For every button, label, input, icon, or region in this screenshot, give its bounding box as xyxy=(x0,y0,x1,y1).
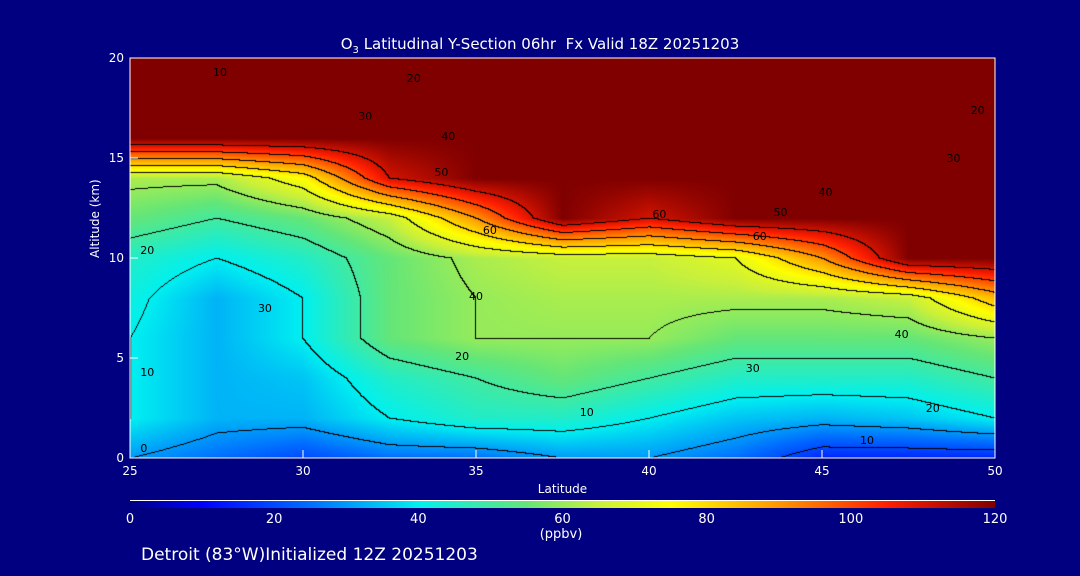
colorbar-units: (ppbv) xyxy=(539,527,583,542)
chart-title: O3 Latitudinal Y-Section 06hr Fx Valid 1… xyxy=(0,35,1080,56)
contour-label: 30 xyxy=(946,152,960,165)
title-subscript: 3 xyxy=(352,45,359,56)
contour-label: 60 xyxy=(753,230,767,243)
y-tick-label: 15 xyxy=(109,151,124,165)
colorbar-tick-label: 80 xyxy=(698,512,715,527)
colorbar-tick-label: 100 xyxy=(838,512,864,527)
contour-label: 10 xyxy=(213,66,227,79)
title-text: Latitudinal Y-Section 06hr Fx Valid 18Z … xyxy=(358,35,740,53)
contour-label: 10 xyxy=(140,366,154,379)
contour-label: 20 xyxy=(407,72,421,85)
contour-label: 40 xyxy=(818,186,832,199)
contour-label: 10 xyxy=(580,406,594,419)
contour-label: 60 xyxy=(483,224,497,237)
contour-label: 20 xyxy=(926,402,940,415)
colorbar-tick-label: 20 xyxy=(265,512,283,527)
contour-label: 0 xyxy=(140,442,147,455)
colorbar-tick-label: 120 xyxy=(982,512,1008,527)
colorbar xyxy=(130,500,995,508)
colorbar-tick-label: 0 xyxy=(125,512,135,527)
contour-label: 30 xyxy=(258,302,272,315)
y-tick-label: 20 xyxy=(109,51,124,65)
x-tick-label: 40 xyxy=(641,464,656,478)
contour-label: 40 xyxy=(895,328,909,341)
title-o: O xyxy=(340,35,353,53)
contour-label: 30 xyxy=(358,110,372,123)
plot-frame xyxy=(129,57,996,459)
ozone-field-heatmap xyxy=(130,58,995,458)
footer-location-init: Detroit (83°W)Initialized 12Z 20251203 xyxy=(141,545,478,565)
contour-label: 50 xyxy=(773,206,787,219)
colorbar-tick-label: 40 xyxy=(410,512,427,527)
x-tick-label: 35 xyxy=(468,464,483,478)
axes: 25 30 35 40 45 50 0 5 10 15 20 10 20 30 40 50 60 60 50 60 40… xyxy=(109,51,1003,478)
x-tick-label: 30 xyxy=(295,464,310,478)
x-tick-label: 25 xyxy=(122,464,137,478)
y-tick-label: 5 xyxy=(116,351,124,365)
contour-label: 40 xyxy=(469,290,483,303)
y-tick-label: 0 xyxy=(116,451,124,465)
x-tick-label: 45 xyxy=(814,464,829,478)
contour-label: 60 xyxy=(652,208,666,221)
contour-label: 10 xyxy=(860,434,874,447)
contour-label: 40 xyxy=(441,130,455,143)
colorbar-tick-label: 60 xyxy=(554,512,571,527)
contour-label: 20 xyxy=(971,104,985,117)
contour-label: 20 xyxy=(140,244,154,257)
plot-area: 25 30 35 40 45 50 0 5 10 15 20 10 20 30 40 50 60 60 50 60 40… xyxy=(109,51,1003,478)
y-tick-label: 10 xyxy=(109,251,124,265)
x-axis-label: Latitude xyxy=(537,482,588,496)
contour-label: 20 xyxy=(455,350,469,363)
y-axis-label: Altitude (km) xyxy=(88,179,102,258)
contour-label: 30 xyxy=(746,362,760,375)
x-tick-label: 50 xyxy=(987,464,1002,478)
contour-label: 50 xyxy=(434,166,448,179)
